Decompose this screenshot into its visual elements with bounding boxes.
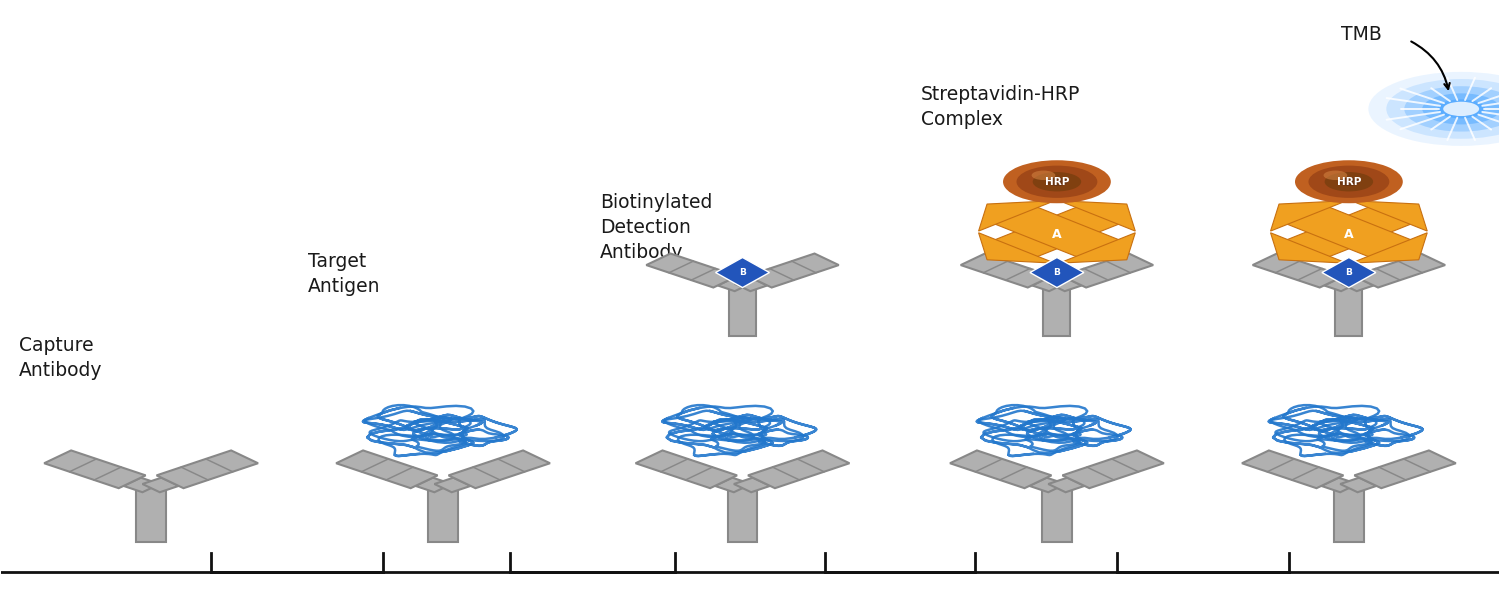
Text: TMB: TMB bbox=[1341, 25, 1383, 44]
Polygon shape bbox=[1340, 478, 1377, 492]
Polygon shape bbox=[734, 478, 770, 492]
Polygon shape bbox=[1334, 488, 1364, 542]
Polygon shape bbox=[1062, 451, 1164, 488]
Polygon shape bbox=[44, 451, 146, 488]
Circle shape bbox=[1443, 102, 1479, 116]
Text: B: B bbox=[740, 268, 746, 277]
Polygon shape bbox=[1335, 287, 1362, 336]
Text: HRP: HRP bbox=[1336, 177, 1360, 187]
Circle shape bbox=[1046, 178, 1068, 186]
Polygon shape bbox=[1270, 200, 1347, 231]
Polygon shape bbox=[636, 451, 736, 488]
Polygon shape bbox=[1322, 257, 1376, 287]
Circle shape bbox=[1437, 100, 1485, 118]
Circle shape bbox=[1032, 170, 1056, 180]
Polygon shape bbox=[123, 478, 160, 492]
Polygon shape bbox=[747, 254, 839, 287]
Polygon shape bbox=[1062, 254, 1154, 287]
Polygon shape bbox=[1324, 278, 1356, 291]
Polygon shape bbox=[728, 488, 758, 542]
Circle shape bbox=[1308, 166, 1389, 198]
Text: HRP: HRP bbox=[1044, 177, 1070, 187]
Circle shape bbox=[1422, 94, 1500, 124]
Text: A: A bbox=[1052, 229, 1062, 241]
Polygon shape bbox=[1322, 478, 1358, 492]
Polygon shape bbox=[1032, 278, 1065, 291]
Polygon shape bbox=[1354, 254, 1444, 287]
Polygon shape bbox=[978, 200, 1054, 231]
Polygon shape bbox=[435, 478, 471, 492]
Polygon shape bbox=[986, 203, 1130, 260]
Polygon shape bbox=[986, 203, 1130, 260]
Text: Biotinylated
Detection
Antibody: Biotinylated Detection Antibody bbox=[600, 193, 712, 262]
Polygon shape bbox=[1044, 287, 1071, 336]
Polygon shape bbox=[1030, 257, 1084, 287]
Text: B: B bbox=[1346, 268, 1353, 277]
Circle shape bbox=[1404, 86, 1500, 131]
Polygon shape bbox=[1048, 278, 1082, 291]
Circle shape bbox=[1368, 72, 1500, 146]
Polygon shape bbox=[1270, 233, 1347, 263]
Text: Streptavidin-HRP
Complex: Streptavidin-HRP Complex bbox=[921, 85, 1080, 129]
Polygon shape bbox=[156, 451, 258, 488]
Polygon shape bbox=[960, 254, 1052, 287]
Polygon shape bbox=[1276, 203, 1420, 260]
Text: Capture
Antibody: Capture Antibody bbox=[20, 336, 104, 380]
Polygon shape bbox=[716, 478, 752, 492]
Polygon shape bbox=[978, 233, 1054, 263]
Polygon shape bbox=[142, 478, 178, 492]
Circle shape bbox=[1386, 79, 1500, 139]
Text: B: B bbox=[1053, 268, 1060, 277]
Polygon shape bbox=[136, 488, 166, 542]
Circle shape bbox=[1294, 160, 1402, 203]
Polygon shape bbox=[1276, 203, 1420, 260]
Polygon shape bbox=[748, 451, 849, 488]
Polygon shape bbox=[716, 257, 770, 287]
Polygon shape bbox=[1352, 233, 1426, 263]
Circle shape bbox=[1032, 172, 1082, 191]
Polygon shape bbox=[1042, 488, 1072, 542]
Polygon shape bbox=[1354, 451, 1456, 488]
Circle shape bbox=[1323, 170, 1347, 180]
Text: A: A bbox=[1344, 229, 1353, 241]
Polygon shape bbox=[1341, 278, 1374, 291]
Polygon shape bbox=[1242, 451, 1344, 488]
Polygon shape bbox=[1029, 478, 1065, 492]
Polygon shape bbox=[646, 254, 738, 287]
Polygon shape bbox=[1352, 200, 1426, 231]
Polygon shape bbox=[1059, 233, 1136, 263]
Circle shape bbox=[1338, 178, 1359, 186]
Polygon shape bbox=[729, 287, 756, 336]
Polygon shape bbox=[1059, 200, 1136, 231]
Polygon shape bbox=[427, 488, 458, 542]
Polygon shape bbox=[717, 278, 750, 291]
Polygon shape bbox=[735, 278, 768, 291]
Polygon shape bbox=[448, 451, 550, 488]
Circle shape bbox=[1017, 166, 1098, 198]
Text: Target
Antigen: Target Antigen bbox=[309, 252, 381, 296]
Polygon shape bbox=[1252, 254, 1344, 287]
Polygon shape bbox=[1048, 478, 1084, 492]
Polygon shape bbox=[950, 451, 1052, 488]
Polygon shape bbox=[336, 451, 438, 488]
Circle shape bbox=[1324, 172, 1372, 191]
Polygon shape bbox=[416, 478, 452, 492]
Circle shape bbox=[1004, 160, 1112, 203]
